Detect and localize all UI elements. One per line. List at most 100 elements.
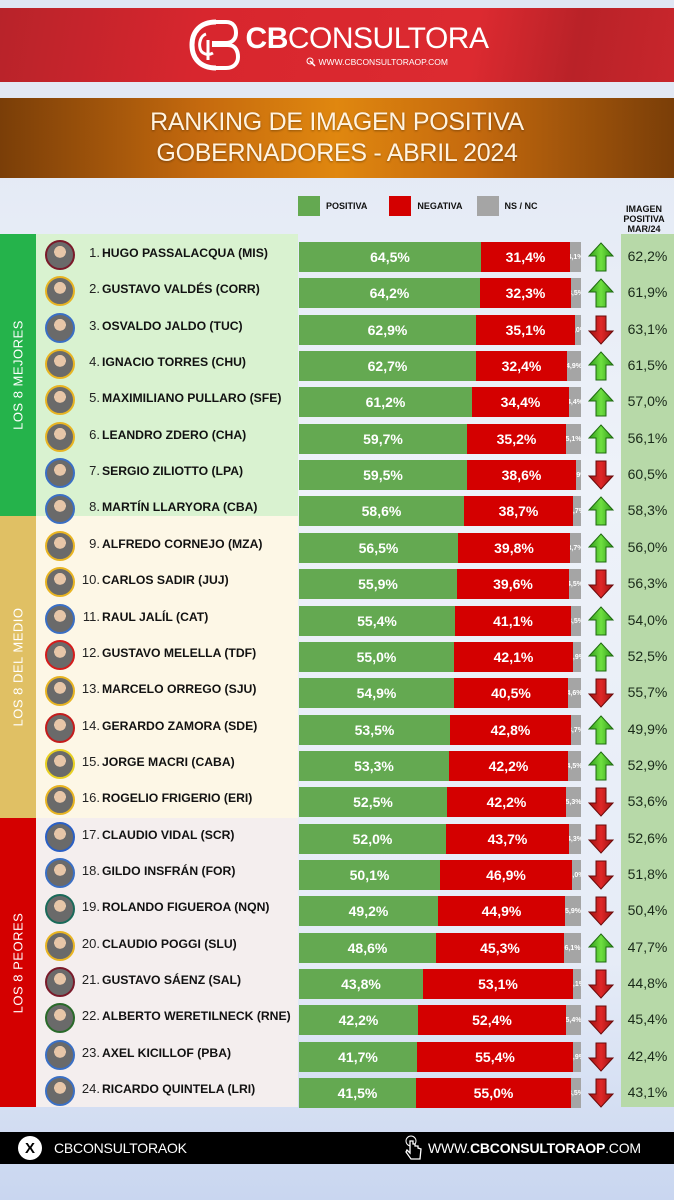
rank-number: 2. [89, 281, 100, 296]
bar-negative: 55,0% [416, 1078, 571, 1108]
bar-negative: 32,3% [480, 278, 571, 308]
stacked-bar: 41,7%55,4%2,9% [299, 1042, 581, 1072]
previous-month-value: 53,6% [627, 793, 668, 809]
governor-name: ROLANDO FIGUEROA (NQN) [102, 900, 270, 914]
bar-negative: 42,1% [454, 642, 573, 672]
governor-name: HUGO PASSALACQUA (MIS) [102, 246, 268, 260]
avatar [45, 240, 75, 270]
governor-name: CARLOS SADIR (JUJ) [102, 573, 229, 587]
rank-number: 12. [81, 645, 100, 660]
arrow-down-icon [587, 678, 615, 708]
rank-number: 5. [89, 390, 100, 405]
rank-number: 18. [81, 863, 100, 878]
avatar [45, 349, 75, 379]
table-row: 16. ROGELIO FRIGERIO (ERI) 52,5% 42,2% 5,3% 5… [0, 781, 674, 817]
bar-negative: 38,7% [464, 496, 573, 526]
bar-nsnc: 4,3% [569, 824, 581, 854]
table-row: 1.HUGO PASSALACQUA (MIS) 64,5%31,4%4,1% 62… [0, 236, 674, 272]
footer-bar: X CBCONSULTORAOK WWW.CBCONSULTORAOP.COM [0, 1132, 674, 1164]
previous-month-value: 51,8% [627, 866, 668, 882]
group-bg-peores [36, 818, 298, 1107]
bar-negative: 42,2% [447, 787, 566, 817]
avatar [45, 967, 75, 997]
rank-number: 14. [81, 718, 100, 733]
bar-negative: 39,8% [458, 533, 570, 563]
previous-month-value: 56,1% [627, 430, 668, 446]
avatar [45, 894, 75, 924]
legend-swatch [389, 196, 412, 216]
group-bg-mejores [36, 234, 298, 516]
bar-positive: 62,7% [299, 351, 476, 381]
bar-positive: 55,0% [299, 642, 454, 672]
bar-nsnc: 3,5% [571, 1078, 581, 1108]
table-row: 11.RAUL JALÍL (CAT) 55,4%41,1%3,5% 54,0% [0, 600, 674, 636]
social-handle[interactable]: CBCONSULTORAOK [54, 1140, 187, 1156]
governor-name: GUSTAVO SÁENZ (SAL) [102, 973, 242, 987]
avatar [45, 531, 75, 561]
avatar [45, 494, 75, 524]
bar-nsnc: 3,0% [572, 860, 581, 890]
previous-month-value: 60,5% [627, 466, 668, 482]
footer-website-link[interactable]: WWW.CBCONSULTORAOP.COM [428, 1140, 641, 1156]
stacked-bar: 42,2% 52,4% 5,4% [299, 1005, 581, 1035]
stacked-bar: 64,2%32,3%3,5% [299, 278, 581, 308]
previous-month-header: IMAGEN POSITIVA MAR/24 [623, 204, 665, 234]
bar-negative: 41,1% [455, 606, 571, 636]
stacked-bar: 59,5%38,6%1,9% [299, 460, 581, 490]
rank-number: 9. [89, 536, 100, 551]
table-row: 19. ROLANDO FIGUEROA (NQN) 49,2% 44,9% 5,9% 5… [0, 890, 674, 926]
previous-month-column [621, 234, 674, 1107]
bar-positive: 64,5% [299, 242, 481, 272]
rank-number: 23. [81, 1045, 100, 1060]
arrow-up-icon [587, 424, 615, 454]
bar-positive: 55,4% [299, 606, 455, 636]
stacked-bar: 59,7% 35,2% 5,1% [299, 424, 581, 454]
bar-positive: 61,2% [299, 387, 472, 417]
stacked-bar: 43,8%53,1%3,1% [299, 969, 581, 999]
rank-number: 4. [89, 354, 100, 369]
previous-month-value: 56,3% [627, 575, 668, 591]
bar-nsnc: 1,9% [576, 460, 581, 490]
x-social-icon[interactable]: X [18, 1136, 42, 1160]
bar-positive: 52,5% [299, 787, 447, 817]
previous-month-value: 61,5% [627, 357, 668, 373]
governor-name: ROGELIO FRIGERIO (ERI) [102, 791, 253, 805]
arrow-up-icon [587, 278, 615, 308]
bar-negative: 42,8% [450, 715, 571, 745]
title-line-1: RANKING DE IMAGEN POSITIVA [150, 108, 524, 136]
stacked-bar: 52,0%43,7%4,3% [299, 824, 581, 854]
table-row: 9.ALFREDO CORNEJO (MZA)56,5%39,8%3,7%56,… [0, 527, 674, 563]
governor-name: GUSTAVO MELELLA (TDF) [102, 646, 257, 660]
table-row: 13.MARCELO ORREGO (SJU) 54,9%40,5%4,6% 55,… [0, 672, 674, 708]
rank-number: 16. [81, 790, 100, 805]
table-row: 10.CARLOS SADIR (JUJ) 55,9%39,6%4,5% 56,3% [0, 563, 674, 599]
bar-nsnc: 2,9% [573, 642, 581, 672]
rank-number: 3. [89, 318, 100, 333]
bar-negative: 43,7% [446, 824, 569, 854]
bar-positive: 43,8% [299, 969, 423, 999]
bar-positive: 56,5% [299, 533, 458, 563]
table-row: 23.AXEL KICILLOF (PBA) 41,7%55,4%2,9% 42,4… [0, 1036, 674, 1072]
pointer-icon [306, 57, 316, 67]
bar-negative: 53,1% [423, 969, 573, 999]
bar-positive: 53,5% [299, 715, 450, 745]
table-row: 24.RICARDO QUINTELA (LRI)41,5%55,0%3,5%4… [0, 1072, 674, 1108]
stacked-bar: 53,3%42,2%4,5% [299, 751, 581, 781]
bar-nsnc: 5,3% [566, 787, 581, 817]
rank-number: 21. [81, 972, 100, 987]
group-bg-medio [36, 516, 298, 818]
stacked-bar: 48,6% 45,3% 6,1% [299, 933, 581, 963]
bar-negative: 38,6% [467, 460, 576, 490]
avatar [45, 1040, 75, 1070]
arrow-up-icon [587, 642, 615, 672]
bar-positive: 52,0% [299, 824, 446, 854]
bar-nsnc: 4,4% [569, 387, 581, 417]
bar-negative: 45,3% [436, 933, 564, 963]
bar-negative: 34,4% [472, 387, 569, 417]
bar-positive: 48,6% [299, 933, 436, 963]
bar-positive: 42,2% [299, 1005, 418, 1035]
governor-name: SERGIO ZILIOTTO (LPA) [102, 464, 244, 478]
brand-url[interactable]: WWW.CBCONSULTORAOP.COM [306, 57, 448, 67]
stacked-bar: 41,5%55,0%3,5% [299, 1078, 581, 1108]
table-row: 18.GILDO INSFRÁN (FOR) 50,1%46,9%3,0% 51,8… [0, 854, 674, 890]
